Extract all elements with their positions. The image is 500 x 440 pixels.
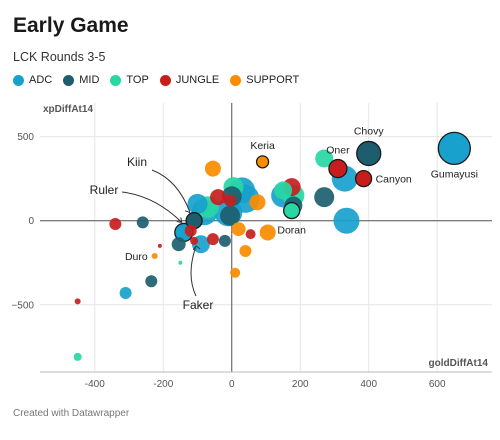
data-point-mid (356, 140, 382, 167)
data-point-jungle (190, 236, 199, 245)
data-point-adc (119, 286, 132, 299)
data-point-jungle (328, 158, 348, 179)
point-label: Oner (326, 145, 350, 157)
annotation-arrow (190, 245, 201, 297)
data-point-jungle (206, 233, 219, 246)
data-point-support (239, 244, 252, 257)
legend-label-adc: ADC (29, 74, 53, 86)
x-tick-label: 200 (292, 379, 309, 390)
legend-label-support: SUPPORT (246, 74, 300, 86)
point-label: Gumayusi (431, 168, 478, 180)
x-tick-label: 400 (360, 379, 377, 390)
data-point-adc (187, 193, 208, 214)
x-axis-title: goldDiffAt14 (429, 358, 489, 369)
legend-item-mid: MID (63, 74, 99, 86)
data-point-jungle (157, 243, 162, 248)
data-point-support (259, 224, 276, 241)
data-point-support (151, 252, 158, 259)
data-point-mid (136, 216, 149, 229)
data-point-mid (220, 205, 241, 226)
data-point-top (178, 260, 183, 265)
data-point-mid (145, 275, 158, 288)
x-tick-label: -400 (85, 379, 105, 390)
annotation-arrow (151, 169, 191, 214)
legend-label-jungle: JUNGLE (175, 74, 220, 86)
data-point-top (315, 149, 334, 168)
legend-item-adc: ADC (13, 74, 52, 86)
legend-swatch-support (230, 74, 242, 86)
x-tick-label: 0 (229, 379, 235, 390)
legend-item-top: TOP (110, 74, 149, 86)
data-point-top (73, 352, 82, 361)
data-point-jungle (224, 194, 237, 207)
annotation-label: Kiin (127, 155, 147, 169)
data-point-mid (314, 187, 335, 208)
data-point-jungle (109, 218, 122, 231)
legend-label-top: TOP (126, 74, 149, 86)
data-point-support (249, 194, 266, 211)
data-point-top (283, 201, 301, 220)
legend-swatch-top (110, 74, 122, 86)
data-point-support (231, 222, 246, 237)
chart-subtitle: LCK Rounds 3-5 (13, 50, 106, 64)
data-point-jungle (245, 229, 256, 240)
data-point-mid (171, 237, 186, 252)
point-label: Canyon (376, 174, 412, 186)
data-point-jungle (184, 224, 197, 237)
data-point-top (274, 181, 293, 200)
point-label: Duro (125, 251, 148, 263)
data-point-support (204, 160, 221, 177)
legend-item-jungle: JUNGLE (159, 74, 220, 86)
annotation-arrow (121, 191, 183, 223)
footer-credit: Created with Datawrapper (13, 408, 130, 419)
annotation-label: Faker (183, 298, 214, 312)
legend-label-mid: MID (79, 74, 100, 86)
data-point-jungle (354, 170, 373, 188)
legend-swatch-mid (63, 74, 75, 86)
legend-swatch-adc (13, 74, 24, 86)
data-point-mid (218, 234, 231, 247)
y-tick-label: 500 (17, 132, 34, 143)
legend-swatch-jungle (159, 74, 171, 86)
x-tick-label: -200 (153, 379, 173, 390)
data-point-jungle (210, 189, 227, 206)
legend-item-support: SUPPORT (230, 74, 299, 86)
annotation-label: Ruler (90, 183, 119, 197)
data-point-support (255, 155, 270, 169)
chart-title: Early Game (13, 14, 129, 37)
data-point-support (230, 267, 241, 278)
data-point-adc (333, 207, 360, 234)
y-tick-label: 0 (28, 216, 34, 227)
x-tick-label: 600 (429, 379, 446, 390)
y-axis-title: xpDiffAt14 (43, 104, 93, 115)
point-label: Keria (250, 140, 275, 152)
legend: ADC MID TOP JUNGLE SUPPORT (13, 74, 310, 86)
data-point-adc (437, 131, 471, 166)
y-tick-label: −500 (11, 300, 34, 311)
point-label: Doran (277, 225, 306, 237)
data-point-jungle (74, 298, 81, 305)
point-label: Chovy (354, 125, 385, 137)
